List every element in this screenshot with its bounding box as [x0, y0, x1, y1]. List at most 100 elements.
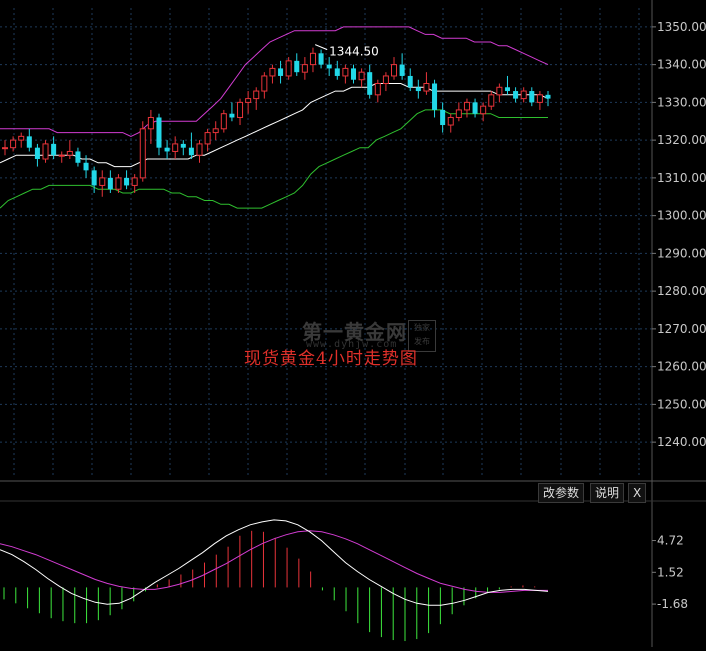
- candle-body: [374, 83, 381, 96]
- candle-body: [536, 94, 543, 103]
- candle-body: [399, 64, 405, 76]
- candle-body: [513, 91, 519, 99]
- watermark-main: 第一黄金网: [302, 320, 407, 344]
- candle-body: [285, 60, 292, 77]
- candle-body: [488, 94, 495, 107]
- candle-body: [294, 60, 300, 73]
- price-tick-label: 1300.00: [657, 209, 706, 223]
- price-tick-label: 1340.00: [657, 58, 706, 72]
- candle-body: [463, 101, 470, 111]
- candle-body: [309, 52, 316, 66]
- candle-body: [66, 150, 73, 156]
- watermark-badge: 独家 发布: [408, 320, 436, 352]
- close-indicator-button[interactable]: X: [628, 483, 647, 503]
- candle-body: [367, 72, 373, 95]
- price-tick-label: 1330.00: [657, 95, 706, 109]
- high-annotation-arrow: [314, 44, 328, 51]
- candle-body: [83, 162, 89, 171]
- candle-body: [212, 128, 219, 134]
- macd-dea-line: [0, 530, 548, 593]
- candle-body: [164, 147, 170, 152]
- candle-body: [58, 154, 65, 157]
- candle-body: [472, 102, 478, 114]
- candle-body: [204, 132, 211, 145]
- candle-body: [415, 87, 421, 92]
- explain-button[interactable]: 说明: [590, 483, 625, 503]
- high-annotation-label: 1344.50: [329, 45, 379, 59]
- candle-body: [26, 136, 32, 148]
- candle-body: [75, 151, 81, 163]
- price-tick-label: 1240.00: [657, 435, 706, 449]
- candle-body: [326, 64, 332, 69]
- candle-body: [180, 143, 186, 148]
- candle-body: [440, 109, 446, 126]
- candle-body: [245, 98, 252, 103]
- candle-body: [496, 86, 503, 96]
- candle-body: [342, 67, 349, 77]
- boll-mid-line: [0, 83, 549, 168]
- candle-body: [301, 64, 308, 73]
- candle-body: [520, 90, 527, 100]
- watermark-badge-top: 独家: [414, 323, 430, 332]
- candle-body: [423, 83, 430, 92]
- candle-body: [10, 139, 17, 149]
- candle-body: [115, 177, 122, 190]
- candle-body: [229, 113, 235, 118]
- macd-panel: [0, 519, 549, 642]
- candle-body: [18, 135, 25, 141]
- candle-body: [220, 113, 227, 130]
- macd-tick-label: 4.72: [657, 534, 684, 548]
- candle-body: [34, 147, 40, 160]
- candle-body: [131, 177, 138, 186]
- macd-dif-line: [0, 519, 549, 606]
- candle-body: [447, 116, 454, 126]
- candle-body: [278, 68, 284, 76]
- candle-body: [529, 91, 535, 103]
- candle-body: [382, 75, 389, 85]
- candle-body: [196, 143, 203, 156]
- macd-axis: 4.72 1.52 -1.68: [652, 534, 688, 611]
- candle-body: [350, 68, 357, 80]
- grid-layer: [0, 8, 652, 478]
- candle-body: [172, 143, 179, 152]
- candle-body: [407, 75, 413, 88]
- candle-body: [318, 53, 324, 65]
- candle-body: [139, 128, 146, 179]
- price-tick-label: 1270.00: [657, 322, 706, 336]
- candle-body: [480, 105, 487, 115]
- candle-body: [261, 75, 268, 92]
- candle-body: [1, 147, 9, 150]
- candle-body: [51, 143, 57, 156]
- candles: 1344.50: [1, 44, 551, 197]
- candle-body: [188, 147, 194, 156]
- price-tick-label: 1250.00: [657, 397, 706, 411]
- watermark-sub: www.dyhjw.com: [306, 339, 398, 350]
- bollinger-bands: [0, 26, 549, 209]
- candle-body: [455, 109, 462, 118]
- boll-upper-line: [0, 26, 549, 137]
- candle-body: [91, 170, 97, 186]
- candle-body: [269, 67, 276, 77]
- candle-body: [545, 94, 551, 99]
- candle-body: [253, 90, 260, 100]
- macd-tick-label: 1.52: [657, 565, 684, 579]
- price-tick-label: 1260.00: [657, 360, 706, 374]
- candle-body: [107, 177, 113, 190]
- price-tick-label: 1310.00: [657, 171, 706, 185]
- candle-body: [334, 68, 340, 76]
- candle-body: [147, 116, 154, 130]
- price-tick-label: 1320.00: [657, 133, 706, 147]
- macd-tick-label: -1.68: [657, 597, 688, 611]
- candle-body: [358, 71, 365, 81]
- chart-caption: 现货黄金4小时走势图: [244, 349, 418, 369]
- candle-body: [156, 117, 162, 148]
- candle-body: [99, 177, 106, 186]
- modify-params-button[interactable]: 改参数: [538, 483, 585, 503]
- candle-body: [42, 143, 49, 160]
- candle-body: [504, 87, 510, 92]
- candle-body: [432, 83, 438, 110]
- price-tick-label: 1350.00: [657, 20, 706, 34]
